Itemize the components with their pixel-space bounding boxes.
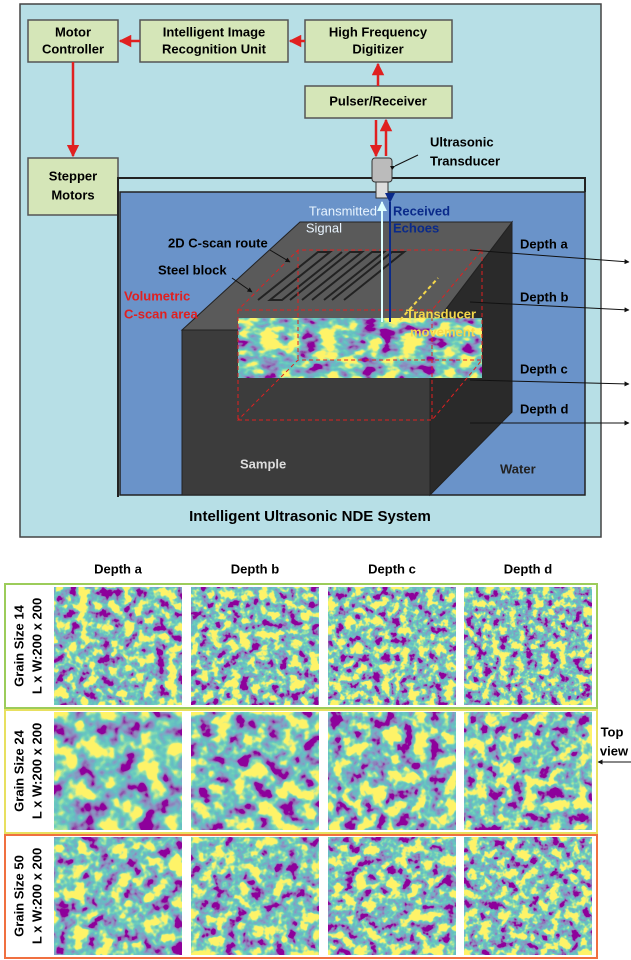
column-header: Depth a [94, 561, 142, 576]
box-text: Digitizer [352, 41, 403, 56]
box-text: Recognition Unit [162, 41, 267, 56]
transducer [372, 158, 392, 182]
box-text: Intelligent Image [163, 24, 266, 39]
label: Ultrasonic [430, 134, 494, 149]
c-scan-image [191, 587, 319, 705]
label: Volumetric [124, 288, 190, 303]
c-scan-image [464, 837, 592, 955]
c-scan-image [464, 712, 592, 830]
box-text: Controller [42, 41, 104, 56]
label: Echoes [393, 220, 439, 235]
label: Received [393, 203, 450, 218]
c-scan-image [54, 712, 182, 830]
c-scan-image [464, 587, 592, 705]
column-header: Depth b [231, 561, 279, 576]
depth-label: Depth a [520, 236, 568, 251]
c-scan-image [328, 712, 456, 830]
column-header: Depth c [368, 561, 416, 576]
box-text: High Frequency [329, 24, 428, 39]
row-label: L x W:200 x 200 [29, 848, 44, 944]
box-text: Stepper [49, 168, 97, 183]
row-label: Grain Size 50 [11, 855, 26, 937]
label: Transducer [406, 306, 476, 321]
system-title: Intelligent Ultrasonic NDE System [189, 508, 431, 525]
label: C-scan area [124, 306, 198, 321]
depth-label: Depth c [520, 361, 568, 376]
depth-label: Depth b [520, 289, 568, 304]
label: Water [500, 461, 536, 476]
top-view-label: view [600, 743, 629, 758]
depth-label: Depth d [520, 401, 568, 416]
label: 2D C-scan route [168, 235, 268, 250]
box-text: Motor [55, 24, 91, 39]
top-view-label: Top [601, 724, 624, 739]
label: Sample [240, 456, 286, 471]
label: Steel block [158, 262, 227, 277]
c-scan-image [54, 587, 182, 705]
page: {"boxes":{"motor_controller":["Motor","C… [0, 0, 631, 960]
label: Signal [306, 220, 342, 235]
c-scan-image [328, 837, 456, 955]
column-header: Depth d [504, 561, 552, 576]
row-label: L x W:200 x 200 [29, 723, 44, 819]
c-scan-image [54, 837, 182, 955]
c-scan-image [328, 587, 456, 705]
c-scan-image [191, 712, 319, 830]
row-label: Grain Size 24 [11, 729, 26, 811]
row-label: Grain Size 14 [11, 604, 26, 686]
label: Transducer [430, 153, 500, 168]
transducer [376, 182, 388, 198]
c-scan-image [191, 837, 319, 955]
box-text: Motors [51, 187, 94, 202]
figure: Motor Controller Intelligent Image Recog… [0, 0, 631, 960]
label: movement [410, 324, 476, 339]
box-text: Pulser/Receiver [329, 93, 427, 108]
row-label: L x W:200 x 200 [29, 598, 44, 694]
label: Transmitted [309, 203, 377, 218]
